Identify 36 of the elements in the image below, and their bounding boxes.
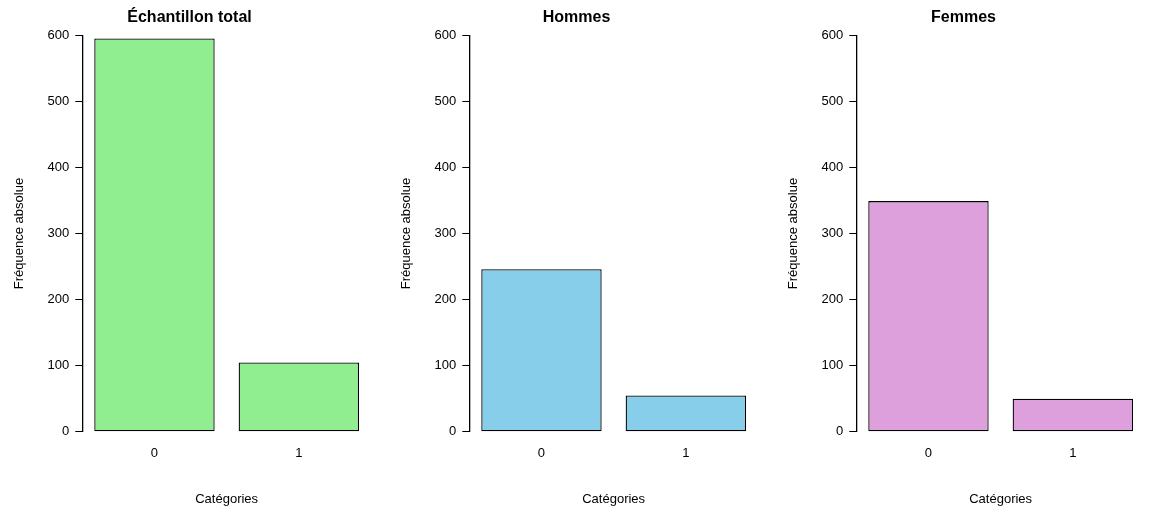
- y-tick-label: 500: [821, 92, 844, 108]
- y-tick-label: 100: [47, 357, 70, 373]
- y-tick-label: 400: [434, 158, 457, 174]
- x-tick-label: 1: [1069, 445, 1077, 461]
- y-tick-label: 600: [434, 26, 457, 42]
- chart-title: Hommes: [542, 8, 611, 26]
- y-tick-label: 400: [821, 158, 844, 174]
- x-tick-label: 0: [924, 445, 933, 461]
- y-tick-label: 400: [47, 158, 70, 174]
- y-tick-label: 200: [434, 291, 457, 307]
- x-tick-label: 1: [295, 445, 303, 461]
- y-tick-label: 600: [821, 26, 844, 42]
- y-tick-label: 300: [47, 225, 70, 241]
- x-axis-title: Catégories: [969, 490, 1033, 506]
- y-tick-label: 0: [62, 423, 70, 439]
- y-tick-label: 600: [47, 26, 70, 42]
- x-axis-title: Catégories: [195, 490, 259, 506]
- y-tick-label: 200: [821, 291, 844, 307]
- y-tick-label: 100: [821, 357, 844, 373]
- y-tick-label: 100: [434, 357, 457, 373]
- y-tick-label: 0: [836, 423, 844, 439]
- y-tick-label: 300: [434, 225, 457, 241]
- x-tick-label: 0: [150, 445, 159, 461]
- y-tick-label: 0: [449, 423, 457, 439]
- x-tick-label: 0: [537, 445, 546, 461]
- x-tick-label: 1: [682, 445, 690, 461]
- y-tick-label: 500: [434, 92, 457, 108]
- y-tick-label: 300: [821, 225, 844, 241]
- x-axis-title: Catégories: [582, 490, 646, 506]
- y-axis-title: Fréquence absolue: [11, 177, 27, 290]
- y-axis-title: Fréquence absolue: [398, 177, 414, 290]
- y-axis-title: Fréquence absolue: [785, 177, 801, 290]
- chart-title: Échantillon total: [127, 7, 252, 26]
- chart-title: Femmes: [931, 8, 997, 26]
- y-tick-label: 500: [47, 92, 70, 108]
- y-tick-label: 200: [47, 291, 70, 307]
